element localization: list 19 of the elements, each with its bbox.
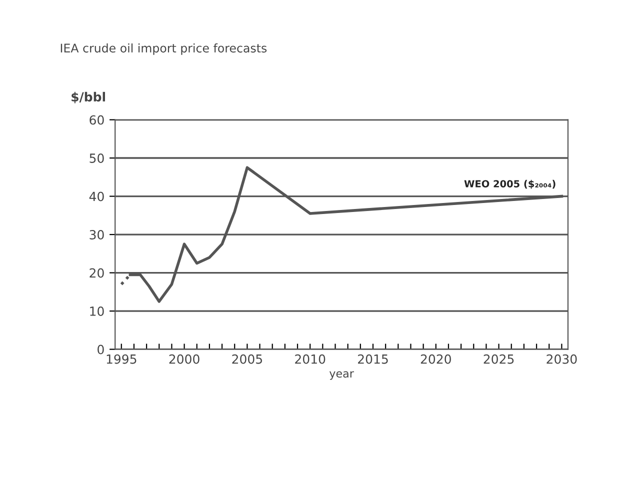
x-axis-title: year — [329, 371, 354, 380]
y-tick-label: 60 — [90, 115, 104, 125]
y-tick-label: 40 — [89, 192, 104, 202]
x-tick-label: 1995 — [106, 354, 136, 364]
y-tick-label: 50 — [90, 153, 104, 163]
y-tick-label: 0 — [98, 344, 104, 354]
x-tick-label: 2025 — [484, 354, 514, 364]
y-axis-title: $/bbl — [72, 92, 105, 104]
x-tick-label: 2010 — [295, 354, 326, 364]
x-tick-label: 2020 — [420, 354, 451, 364]
chart-title: IEA crude oil import price forecasts — [60, 43, 267, 55]
x-tick-label: 2030 — [546, 354, 577, 364]
y-tick-label: 10 — [90, 306, 104, 316]
x-tick-label: 2000 — [169, 354, 200, 364]
x-tick-label: 2005 — [232, 354, 262, 364]
y-tick-label: 30 — [90, 230, 104, 240]
x-tick-label: 2015 — [358, 354, 388, 364]
annotation: WEO 2005 ($₂₀₀₄) — [464, 180, 556, 189]
y-tick-label: 20 — [90, 268, 104, 278]
